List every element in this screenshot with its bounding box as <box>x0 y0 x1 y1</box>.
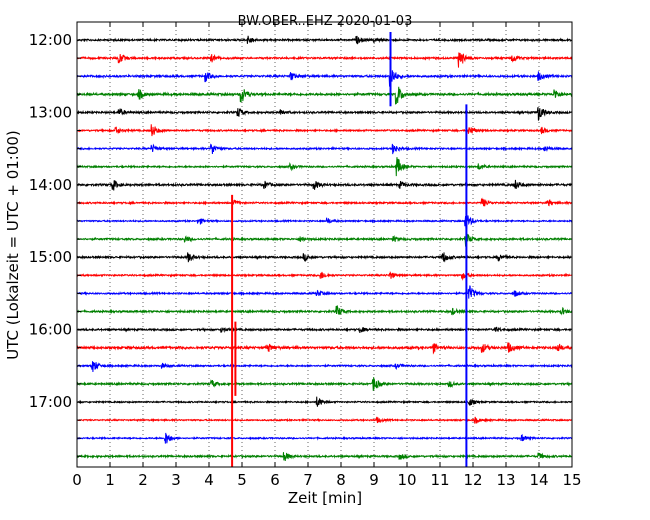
x-axis-ticks: 0 1 2 3 4 5 6 7 8 9 10 11 12 13 14 15 <box>72 22 582 489</box>
x-tick-label: 1 <box>105 471 115 489</box>
x-tick-label: 12 <box>463 471 482 489</box>
plot-frame <box>76 21 573 468</box>
x-tick-label: 11 <box>430 471 449 489</box>
x-tick-label: 15 <box>562 471 581 489</box>
trace-1630 <box>76 361 573 372</box>
y-tick-label: 13:00 <box>29 103 72 121</box>
x-tick-label: 13 <box>496 471 515 489</box>
x-tick-label: 14 <box>529 471 548 489</box>
trace-1545 <box>76 305 573 316</box>
trace-1215 <box>76 52 573 68</box>
trace-1500 <box>76 252 573 263</box>
trace-1715 <box>76 416 573 424</box>
x-tick-label: 3 <box>171 471 181 489</box>
vertical-spikes <box>231 32 468 467</box>
seismogram-traces <box>76 35 573 461</box>
trace-1345 <box>76 157 573 177</box>
trace-1315 <box>76 124 573 137</box>
y-tick-label: 15:00 <box>29 248 72 266</box>
x-tick-label: 10 <box>397 471 416 489</box>
x-tick-label: 8 <box>336 471 346 489</box>
trace-1415 <box>76 197 573 207</box>
x-tick-label: 7 <box>303 471 313 489</box>
trace-1330 <box>76 143 573 155</box>
trace-1200 <box>76 35 573 45</box>
y-tick-label: 14:00 <box>29 176 72 194</box>
trace-1600 <box>76 326 573 334</box>
trace-1615 <box>76 342 573 355</box>
trace-1430 <box>76 215 573 230</box>
x-tick-label: 4 <box>204 471 214 489</box>
y-axis-ticks: 12:00 13:00 14:00 15:00 16:00 17:00 <box>29 31 84 457</box>
x-tick-label: 2 <box>138 471 148 489</box>
trace-1300 <box>76 107 573 121</box>
trace-1400 <box>76 179 573 191</box>
y-tick-label: 17:00 <box>29 393 72 411</box>
y-axis-label: UTC (Lokalzeit = UTC + 01:00) <box>4 130 22 360</box>
x-tick-label: 9 <box>369 471 379 489</box>
x-axis-label: Zeit [min] <box>288 489 362 507</box>
trace-1245 <box>76 86 573 105</box>
x-tick-label: 5 <box>237 471 247 489</box>
x-tick-label: 0 <box>72 471 82 489</box>
trace-1445 <box>76 232 573 248</box>
trace-1730 <box>76 432 573 444</box>
gridlines <box>109 22 540 467</box>
trace-1700 <box>76 396 573 407</box>
trace-1645 <box>76 377 573 391</box>
y-tick-label: 16:00 <box>29 321 72 339</box>
trace-1230 <box>76 70 573 87</box>
trace-1515 <box>76 271 573 281</box>
x-tick-label: 6 <box>270 471 280 489</box>
trace-1530 <box>76 285 573 299</box>
trace-1745 <box>76 452 573 461</box>
y-tick-label: 12:00 <box>29 31 72 49</box>
